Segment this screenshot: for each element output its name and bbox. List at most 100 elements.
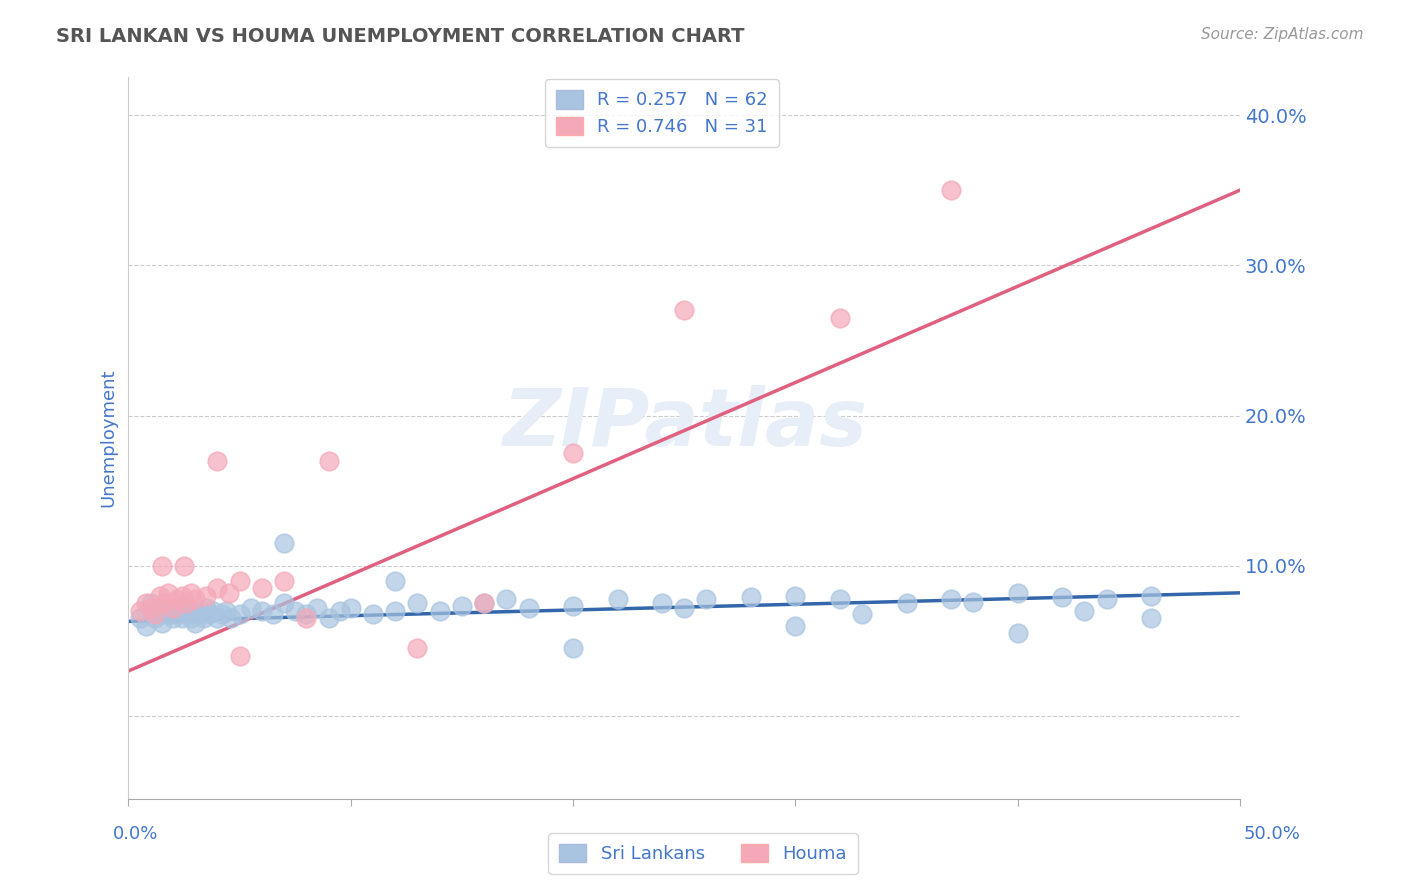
Point (329, 604, 352, 618)
Point (153, 596, 176, 610)
Point (184, 591, 207, 606)
Point (828, 310, 851, 325)
Point (228, 574, 250, 588)
Point (207, 453, 229, 467)
Text: Source: ZipAtlas.com: Source: ZipAtlas.com (1201, 27, 1364, 42)
Point (1007, 626, 1029, 640)
Point (262, 607, 284, 621)
Point (406, 596, 429, 610)
Point (157, 600, 180, 615)
Point (135, 596, 157, 610)
Point (157, 607, 180, 621)
Point (673, 600, 696, 615)
Point (162, 604, 184, 618)
Point (429, 604, 451, 618)
Point (201, 604, 224, 618)
Point (495, 591, 517, 606)
Point (1140, 611, 1163, 625)
Point (939, 591, 962, 606)
Point (239, 600, 262, 615)
Point (157, 586, 180, 600)
Point (451, 599, 474, 614)
Point (174, 599, 197, 614)
Point (180, 611, 202, 625)
Point (149, 589, 172, 603)
Point (195, 600, 218, 615)
Point (273, 596, 295, 610)
Point (153, 604, 176, 618)
Point (273, 536, 295, 550)
Point (1140, 589, 1163, 603)
Point (273, 574, 295, 588)
Point (284, 604, 307, 618)
Point (384, 574, 406, 588)
Point (143, 607, 166, 621)
Point (562, 446, 585, 460)
Point (228, 607, 250, 621)
Point (318, 611, 340, 625)
Point (962, 595, 984, 609)
Point (207, 611, 229, 625)
Point (174, 596, 197, 610)
Point (1073, 604, 1095, 618)
Text: 50.0%: 50.0% (1244, 825, 1301, 843)
Text: 0.0%: 0.0% (112, 825, 157, 843)
Point (250, 582, 273, 596)
Point (211, 607, 233, 621)
Point (339, 600, 361, 615)
Point (139, 604, 162, 618)
Point (384, 604, 406, 618)
Point (128, 604, 150, 618)
Point (228, 648, 250, 663)
Point (139, 596, 162, 610)
Point (139, 600, 162, 615)
Point (166, 607, 188, 621)
Point (207, 582, 229, 596)
Point (295, 611, 318, 625)
Text: SRI LANKAN VS HOUMA UNEMPLOYMENT CORRELATION CHART: SRI LANKAN VS HOUMA UNEMPLOYMENT CORRELA… (56, 27, 745, 45)
Y-axis label: Unemployment: Unemployment (100, 368, 117, 508)
Point (180, 607, 202, 621)
Point (173, 604, 195, 618)
Legend: Sri Lankans, Houma: Sri Lankans, Houma (548, 833, 858, 874)
Point (785, 619, 807, 633)
Point (1095, 591, 1118, 606)
Point (939, 183, 962, 197)
Point (295, 607, 318, 621)
Point (149, 607, 172, 621)
Point (143, 611, 166, 625)
Point (651, 596, 673, 610)
Point (307, 600, 329, 615)
Point (150, 558, 173, 573)
Point (215, 604, 238, 618)
Point (517, 600, 540, 615)
Point (195, 589, 218, 603)
Point (828, 591, 851, 606)
Point (128, 611, 150, 625)
Point (695, 591, 717, 606)
Point (673, 303, 696, 318)
Point (1007, 586, 1029, 600)
Point (166, 591, 188, 606)
Text: ZIPatlas: ZIPatlas (502, 384, 866, 463)
Point (472, 596, 495, 610)
Point (170, 611, 193, 625)
Point (606, 591, 628, 606)
Point (1050, 591, 1073, 605)
Point (170, 589, 193, 603)
Point (184, 615, 207, 630)
Point (562, 599, 585, 614)
Point (851, 607, 873, 621)
Point (740, 591, 762, 605)
Point (184, 604, 207, 618)
Point (472, 596, 495, 610)
Point (180, 586, 202, 600)
Point (162, 600, 184, 615)
Point (188, 607, 211, 621)
Point (218, 586, 240, 600)
Point (250, 604, 273, 618)
Point (162, 611, 184, 625)
Point (166, 600, 188, 615)
Point (785, 589, 807, 603)
Legend: R = 0.257   N = 62, R = 0.746   N = 31: R = 0.257 N = 62, R = 0.746 N = 31 (546, 79, 779, 147)
